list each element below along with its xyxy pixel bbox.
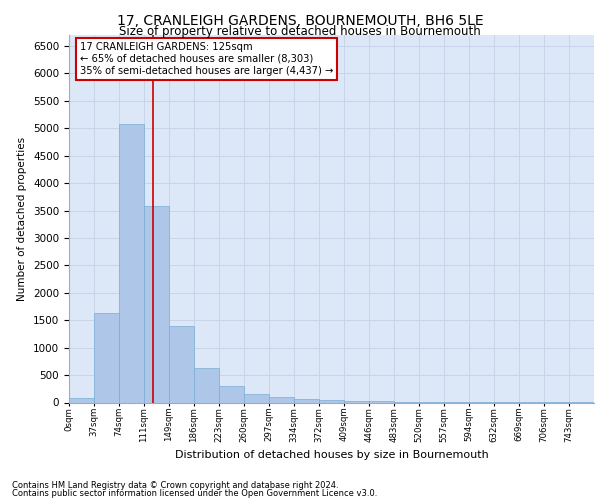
Text: 17, CRANLEIGH GARDENS, BOURNEMOUTH, BH6 5LE: 17, CRANLEIGH GARDENS, BOURNEMOUTH, BH6 … xyxy=(116,14,484,28)
Bar xyxy=(319,400,344,402)
Bar xyxy=(269,397,294,402)
Bar xyxy=(194,368,219,402)
Bar xyxy=(344,401,369,402)
Text: Contains HM Land Registry data © Crown copyright and database right 2024.: Contains HM Land Registry data © Crown c… xyxy=(12,481,338,490)
Bar xyxy=(294,399,319,402)
Text: 17 CRANLEIGH GARDENS: 125sqm
← 65% of detached houses are smaller (8,303)
35% of: 17 CRANLEIGH GARDENS: 125sqm ← 65% of de… xyxy=(79,42,333,76)
Bar xyxy=(144,206,169,402)
X-axis label: Distribution of detached houses by size in Bournemouth: Distribution of detached houses by size … xyxy=(175,450,488,460)
Text: Size of property relative to detached houses in Bournemouth: Size of property relative to detached ho… xyxy=(119,25,481,38)
Bar xyxy=(369,401,394,402)
Bar xyxy=(219,386,244,402)
Bar xyxy=(69,398,94,402)
Bar xyxy=(244,394,269,402)
Text: Contains public sector information licensed under the Open Government Licence v3: Contains public sector information licen… xyxy=(12,488,377,498)
Bar xyxy=(119,124,144,402)
Y-axis label: Number of detached properties: Number of detached properties xyxy=(17,136,28,301)
Bar xyxy=(94,314,119,402)
Bar xyxy=(169,326,194,402)
